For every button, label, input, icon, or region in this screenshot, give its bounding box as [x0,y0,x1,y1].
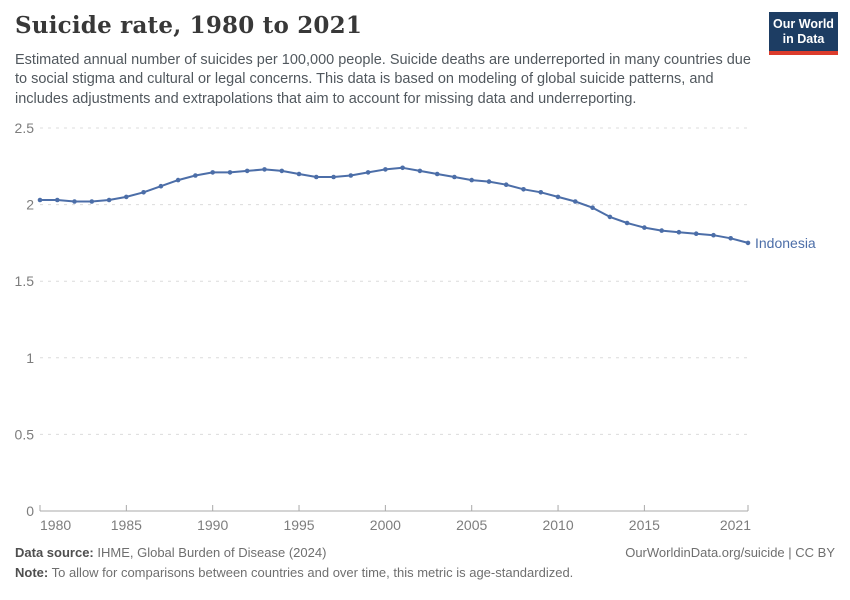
x-tick-label: 2015 [629,517,660,533]
data-point [175,177,181,183]
data-point [745,240,751,246]
note-label: Note: [15,565,49,580]
owid-logo[interactable]: Our World in Data [769,12,838,55]
data-point [711,232,716,238]
note-text: To allow for comparisons between countri… [48,565,574,580]
data-point [89,199,95,204]
data-point [141,190,146,195]
data-line [40,166,749,244]
data-point [400,165,405,171]
data-point [728,236,733,241]
data-point [227,170,233,175]
data-point [486,179,492,184]
note-line: Note: To allow for comparisons between c… [15,565,573,580]
x-tick-label: 2000 [370,517,401,533]
data-point [624,220,630,226]
data-point [538,190,544,195]
data-point [434,171,440,177]
x-tick-label: 2021 [720,517,751,533]
data-point [659,228,664,233]
data-point [452,174,457,180]
series-label: Indonesia [755,235,816,251]
x-tick-label: 2005 [456,517,487,533]
x-tick-label: 1980 [40,517,71,533]
data-point [244,168,250,174]
data-point [607,214,613,220]
data-point [331,174,336,180]
data-point [503,182,509,187]
y-tick-label: 2 [26,197,34,213]
x-tick-label: 1990 [197,517,228,533]
data-point [158,183,164,189]
data-point [314,174,319,180]
owid-logo-line1: Our World [773,17,834,31]
data-point [296,171,302,177]
data-point [555,194,561,200]
data-point [106,197,112,203]
data-source-line: Data source: IHME, Global Burden of Dise… [15,545,326,560]
owid-logo-line2: in Data [782,32,825,46]
data-point [348,173,354,178]
chart-subtitle: Estimated annual number of suicides per … [15,52,751,107]
data-point [642,225,647,230]
page-title: Suicide rate, 1980 to 2021 [15,12,363,39]
data-point [417,168,423,174]
data-point [55,197,60,203]
x-tick-label: 1995 [283,517,314,533]
data-point [262,167,267,172]
data-point [383,167,388,172]
data-point [72,199,77,204]
x-tick-label: 1985 [111,517,142,533]
data-point [590,205,595,210]
data-point [693,231,699,236]
data-point [365,170,371,175]
chart-footer: Data source: IHME, Global Burden of Dise… [15,545,835,580]
data-point [210,170,215,175]
data-point [469,177,475,183]
data-point [37,197,43,203]
x-tick-label: 2010 [542,517,573,533]
y-tick-label: 2.5 [15,120,35,136]
data-point [279,168,285,174]
y-tick-label: 1 [26,350,34,366]
data-source-label: Data source: [15,545,94,560]
data-point [193,173,198,178]
data-source-text: IHME, Global Burden of Disease (2024) [93,545,327,560]
y-tick-label: 0 [26,503,34,519]
owid-url-license[interactable]: OurWorldinData.org/suicide | CC BY [625,545,835,560]
data-point [676,229,682,235]
y-tick-label: 0.5 [15,426,35,442]
data-point [573,199,578,204]
data-point [124,194,129,200]
y-tick-label: 1.5 [15,273,35,289]
data-point [521,187,526,192]
